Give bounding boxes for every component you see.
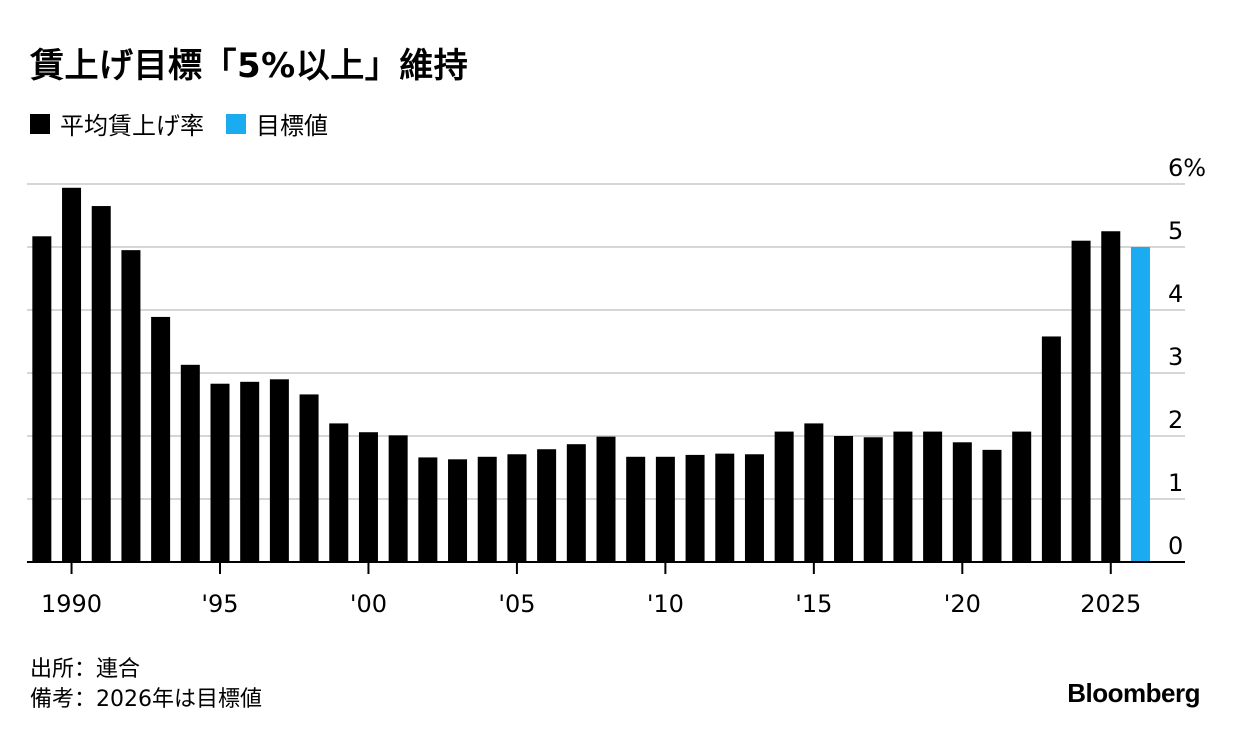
- legend: 平均賃上げ率 目標値: [30, 106, 350, 141]
- bar-average-2025: [1101, 231, 1121, 562]
- chart-title: 賃上げ目標「5%以上」維持: [30, 46, 469, 86]
- bars: [32, 187, 1150, 563]
- bar-average-1999: [329, 423, 349, 562]
- bar-average-2017: [863, 437, 883, 562]
- legend-swatch-average-raise: [30, 113, 50, 134]
- bar-average-2024: [1071, 240, 1091, 562]
- bar-average-1996: [240, 381, 260, 562]
- bar-target-2026: [1130, 247, 1150, 562]
- bar-average-2012: [715, 453, 735, 562]
- x-tick-label-4: '10: [647, 590, 684, 618]
- bar-average-1998: [299, 394, 319, 562]
- bar-average-1989: [32, 236, 52, 562]
- legend-label-target: 目標値: [256, 112, 328, 140]
- x-tick-label-5: '15: [795, 590, 832, 618]
- y-tick-labels: 0 1 2 3 4 5 6%: [1168, 154, 1206, 560]
- bar-average-1991: [91, 206, 111, 563]
- footer: 出所：連合 備考：2026年は目標値: [30, 655, 262, 715]
- y-tick-label-3: 3: [1168, 343, 1183, 371]
- bar-average-2005: [507, 454, 527, 562]
- bar-average-2021: [982, 449, 1002, 562]
- x-tick-label-0: 1990: [41, 590, 102, 618]
- bar-average-1990: [62, 187, 82, 562]
- y-tick-label-6: 6%: [1168, 154, 1206, 182]
- bar-average-2010: [655, 456, 675, 562]
- x-tick-label-6: '20: [944, 590, 981, 618]
- bar-average-2003: [448, 459, 468, 562]
- bar-average-2007: [566, 444, 586, 562]
- x-tick-label-3: '05: [498, 590, 535, 618]
- legend-item-target: 目標値: [226, 106, 328, 141]
- y-tick-label-5: 5: [1168, 217, 1183, 245]
- y-tick-label-0: 0: [1168, 532, 1183, 560]
- bar-average-2015: [804, 423, 824, 562]
- y-tick-label-2: 2: [1168, 406, 1183, 434]
- source-note: 出所：連合: [30, 657, 141, 682]
- bar-average-2018: [893, 431, 913, 562]
- bar-average-2013: [744, 454, 764, 562]
- bar-average-1992: [121, 250, 141, 562]
- bar-average-2006: [537, 449, 557, 562]
- legend-label-average-raise: 平均賃上げ率: [60, 112, 204, 140]
- y-tick-label-4: 4: [1168, 280, 1183, 308]
- remark-note: 備考：2026年は目標値: [30, 687, 262, 712]
- bar-average-1997: [269, 379, 289, 562]
- bar-average-2001: [388, 435, 408, 562]
- x-tick-label-7: 2025: [1080, 590, 1141, 618]
- bar-average-2000: [358, 432, 378, 562]
- bar-average-1994: [180, 364, 200, 562]
- y-tick-label-1: 1: [1168, 469, 1183, 497]
- bar-average-1993: [151, 316, 171, 562]
- bar-average-2011: [685, 454, 705, 562]
- bar-average-2022: [1012, 431, 1032, 562]
- legend-item-average-raise: 平均賃上げ率: [30, 106, 204, 141]
- bar-average-1995: [210, 383, 230, 562]
- x-tick-label-2: '00: [350, 590, 387, 618]
- bar-chart: 0 1 2 3 4 5 6% 1990 '95 '00 '05 '10 '15 '20 2025: [27, 154, 1206, 618]
- bar-average-2002: [418, 457, 438, 562]
- bloomberg-logo: Bloomberg: [1067, 678, 1200, 708]
- bar-average-2023: [1041, 336, 1061, 562]
- bar-average-2016: [834, 436, 854, 562]
- x-axis: 1990 '95 '00 '05 '10 '15 '20 2025: [27, 561, 1185, 618]
- x-tick-label-1: '95: [201, 590, 238, 618]
- bar-average-2004: [477, 456, 497, 562]
- bar-average-2008: [596, 436, 616, 562]
- legend-swatch-target: [226, 113, 246, 134]
- bar-average-2014: [774, 431, 794, 562]
- bar-average-2009: [626, 456, 646, 562]
- bar-average-2019: [923, 431, 943, 562]
- bar-average-2020: [952, 442, 972, 562]
